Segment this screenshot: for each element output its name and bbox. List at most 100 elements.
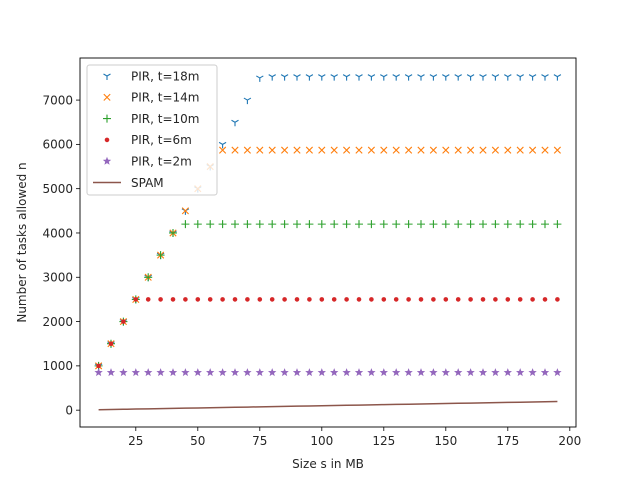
data-point (108, 341, 114, 347)
data-point (541, 74, 549, 81)
data-point (516, 368, 525, 377)
data-point (379, 368, 388, 377)
legend-label: PIR, t=14m (131, 91, 199, 105)
data-point (195, 297, 201, 302)
data-point (243, 146, 251, 154)
y-tick-label: 1000 (42, 359, 73, 373)
data-point (553, 368, 562, 377)
data-point (429, 220, 438, 229)
data-point (393, 297, 399, 302)
legend-marker (103, 73, 111, 80)
data-point (356, 297, 362, 302)
data-point (330, 146, 338, 154)
axes-frame (79, 57, 577, 428)
legend-label: PIR, t=6m (131, 133, 192, 147)
data-point (491, 146, 499, 154)
y-tick-label: 4000 (42, 226, 73, 240)
data-point (528, 74, 537, 81)
data-point (367, 146, 375, 154)
legend-entry: PIR, t=10m (103, 112, 199, 126)
data-point (280, 368, 289, 377)
data-point (392, 74, 400, 81)
data-point (319, 297, 325, 302)
data-point (206, 368, 215, 377)
data-point (207, 297, 213, 302)
data-point (540, 368, 550, 377)
data-point (330, 74, 338, 81)
data-point (131, 368, 140, 377)
data-point (455, 297, 461, 302)
data-point (255, 368, 264, 377)
data-point (516, 74, 524, 81)
data-point (342, 220, 351, 229)
data-point (542, 297, 548, 302)
data-point (392, 220, 401, 229)
data-point (529, 146, 537, 154)
data-point (553, 146, 561, 154)
data-point (441, 368, 450, 377)
data-point (442, 74, 450, 81)
data-point (168, 368, 178, 377)
data-point (305, 146, 313, 154)
legend-label: PIR, t=2m (131, 155, 192, 169)
legend-label: SPAM (131, 176, 164, 190)
data-point (417, 220, 425, 229)
data-point (305, 74, 314, 81)
axis-ticks: 25 50 75 100 125 150 175 2000100020003000400050… (42, 93, 581, 448)
legend-marker (103, 114, 111, 123)
data-point (392, 368, 401, 377)
data-point (379, 220, 388, 229)
data-point (355, 74, 363, 81)
legend-label: PIR, t=10m (131, 112, 199, 126)
data-point (96, 363, 101, 369)
data-point (206, 220, 215, 229)
data-point (404, 74, 413, 81)
x-tick-label: 175 (496, 434, 519, 448)
data-point (156, 251, 165, 260)
data-point (243, 220, 252, 229)
data-point (193, 220, 202, 229)
data-point (479, 146, 487, 154)
data-point (218, 141, 227, 149)
data-point (367, 74, 376, 81)
series-line (98, 400, 558, 411)
legend: PIR, t=18m PIR, t=14m PIR, t=10m PIR, t=6m P… (86, 64, 218, 196)
legend-entry: PIR, t=18m (103, 69, 199, 83)
data-point (343, 146, 351, 154)
plot-area (94, 74, 562, 411)
y-tick-label: 5000 (42, 182, 73, 196)
data-point (256, 75, 264, 82)
series-4 (94, 368, 562, 377)
data-point (367, 220, 376, 229)
data-point (505, 297, 511, 302)
data-point (218, 220, 227, 229)
data-point (330, 368, 339, 377)
data-point (243, 97, 252, 105)
data-point (528, 220, 537, 229)
series-5 (98, 400, 558, 411)
data-point (231, 146, 239, 154)
y-tick-label: 0 (65, 403, 73, 417)
data-point (318, 146, 326, 154)
data-point (318, 74, 326, 81)
legend-marker (103, 93, 111, 101)
legend-entry: PIR, t=14m (103, 91, 199, 105)
data-point (454, 220, 463, 229)
data-point (170, 297, 176, 302)
data-point (354, 368, 364, 377)
data-point (418, 297, 424, 302)
data-point (491, 368, 500, 377)
x-tick-label: 200 (558, 434, 581, 448)
data-point (282, 297, 287, 302)
data-point (218, 368, 227, 377)
data-point (268, 368, 277, 377)
data-point (231, 119, 239, 127)
data-point (467, 146, 475, 154)
data-point (156, 368, 165, 377)
legend-label: PIR, t=18m (131, 69, 199, 83)
data-point (516, 146, 524, 154)
data-point (504, 74, 512, 81)
x-tick-label: 25 (128, 434, 143, 448)
data-point (480, 297, 486, 302)
data-point (133, 297, 139, 302)
